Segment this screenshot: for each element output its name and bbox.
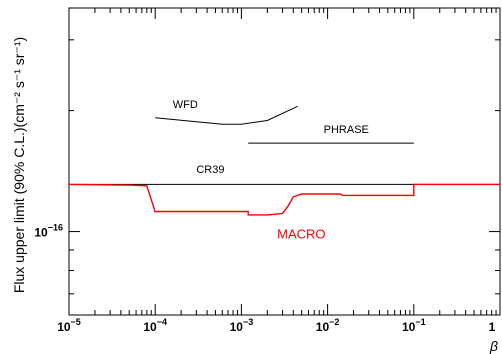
x-tick-label: 10−5 (57, 317, 81, 334)
y-tick-label: 10−16 (34, 223, 63, 240)
x-axis-label: β (489, 338, 498, 354)
annotation-macro: MACRO (277, 227, 325, 242)
y-tick-labels: 10−16 (34, 223, 63, 240)
x-tick-label: 10−2 (316, 317, 340, 334)
series-line-wfd (155, 105, 298, 125)
plot-frame (68, 7, 501, 316)
x-tick-label: 10−1 (402, 317, 426, 334)
series-annotations: WFD PHRASE CR39 MACRO (173, 99, 369, 242)
series-lines (68, 105, 500, 216)
series-line-macro (68, 183, 500, 216)
x-tick-label: 10−3 (230, 317, 254, 334)
tick-marks (68, 8, 500, 315)
annotation-phrase: PHRASE (324, 124, 369, 136)
annotation-wfd: WFD (173, 99, 198, 111)
x-tick-label: 10−4 (143, 317, 167, 334)
x-tick-labels: 10−5 10−4 10−3 10−2 10−1 1 (57, 317, 495, 334)
annotation-cr39: CR39 (196, 164, 224, 176)
x-tick-label: 1 (489, 320, 496, 334)
y-axis-label: Flux upper limit (90% C.L.)(cm⁻² s⁻¹ sr⁻… (11, 37, 27, 293)
